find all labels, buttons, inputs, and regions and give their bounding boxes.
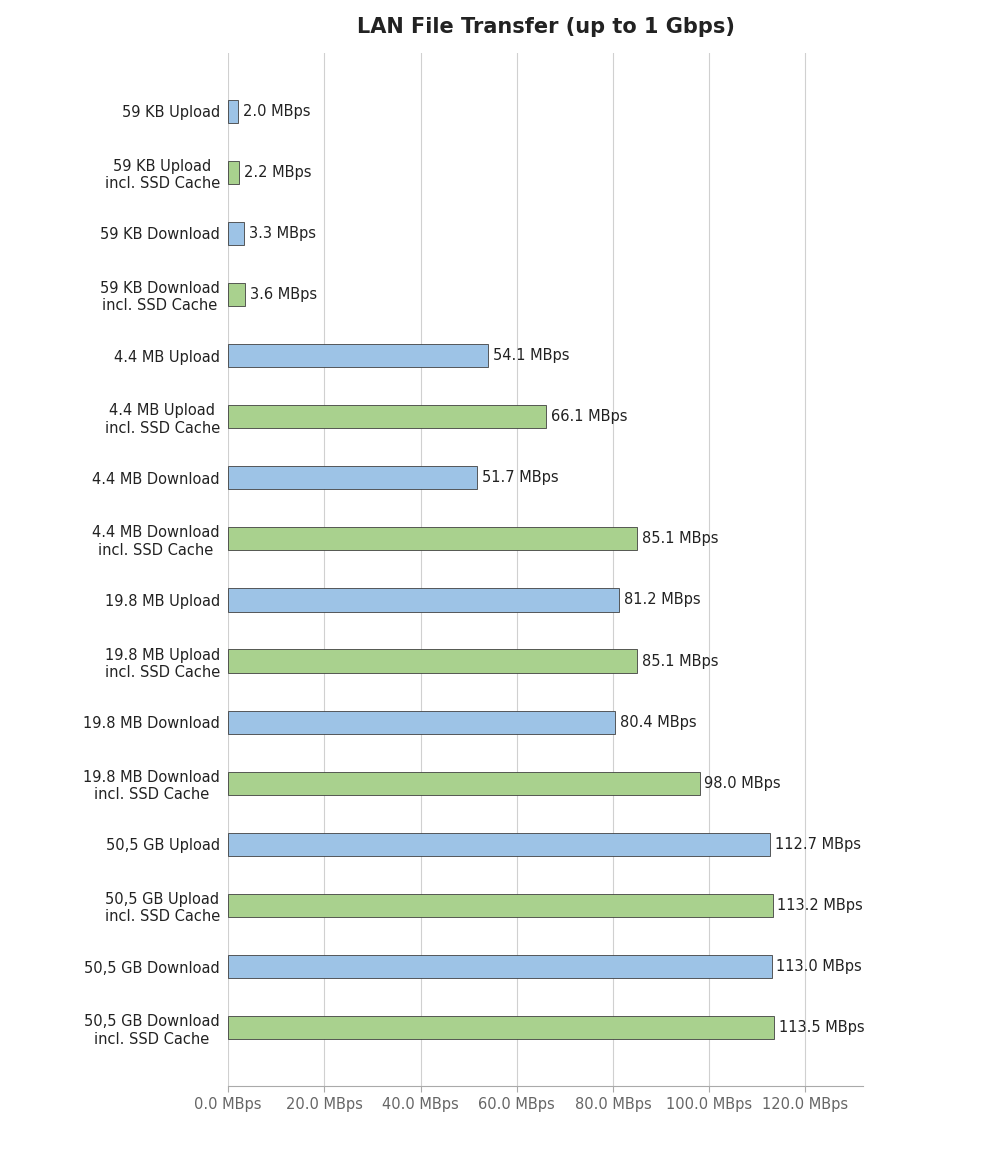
Text: 3.3 MBps: 3.3 MBps <box>249 225 315 241</box>
Title: LAN File Transfer (up to 1 Gbps): LAN File Transfer (up to 1 Gbps) <box>357 18 734 37</box>
Bar <box>228 283 245 306</box>
Text: 113.5 MBps: 113.5 MBps <box>779 1020 864 1035</box>
Bar <box>228 405 546 429</box>
Text: 98.0 MBps: 98.0 MBps <box>704 776 781 791</box>
Text: 3.6 MBps: 3.6 MBps <box>250 287 317 303</box>
Bar <box>228 99 238 123</box>
Bar <box>228 772 699 795</box>
Text: 81.2 MBps: 81.2 MBps <box>624 592 700 607</box>
Text: 51.7 MBps: 51.7 MBps <box>482 471 558 485</box>
Bar <box>228 222 244 245</box>
Bar <box>228 894 773 917</box>
Text: 66.1 MBps: 66.1 MBps <box>551 409 627 424</box>
Text: 54.1 MBps: 54.1 MBps <box>493 348 569 363</box>
Text: 2.2 MBps: 2.2 MBps <box>244 165 311 180</box>
Text: 85.1 MBps: 85.1 MBps <box>642 654 719 668</box>
Bar <box>228 710 615 734</box>
Bar <box>228 833 770 856</box>
Bar <box>228 161 239 183</box>
Bar <box>228 1016 774 1040</box>
Bar <box>228 955 772 978</box>
Bar <box>228 589 619 612</box>
Text: 112.7 MBps: 112.7 MBps <box>775 836 861 851</box>
Bar <box>228 649 638 673</box>
Text: 2.0 MBps: 2.0 MBps <box>243 104 310 119</box>
Text: 85.1 MBps: 85.1 MBps <box>642 531 719 547</box>
Text: 80.4 MBps: 80.4 MBps <box>620 715 696 730</box>
Bar <box>228 466 477 489</box>
Bar <box>228 527 638 550</box>
Text: 113.0 MBps: 113.0 MBps <box>777 959 862 974</box>
Text: 113.2 MBps: 113.2 MBps <box>778 898 863 913</box>
Bar <box>228 343 488 367</box>
